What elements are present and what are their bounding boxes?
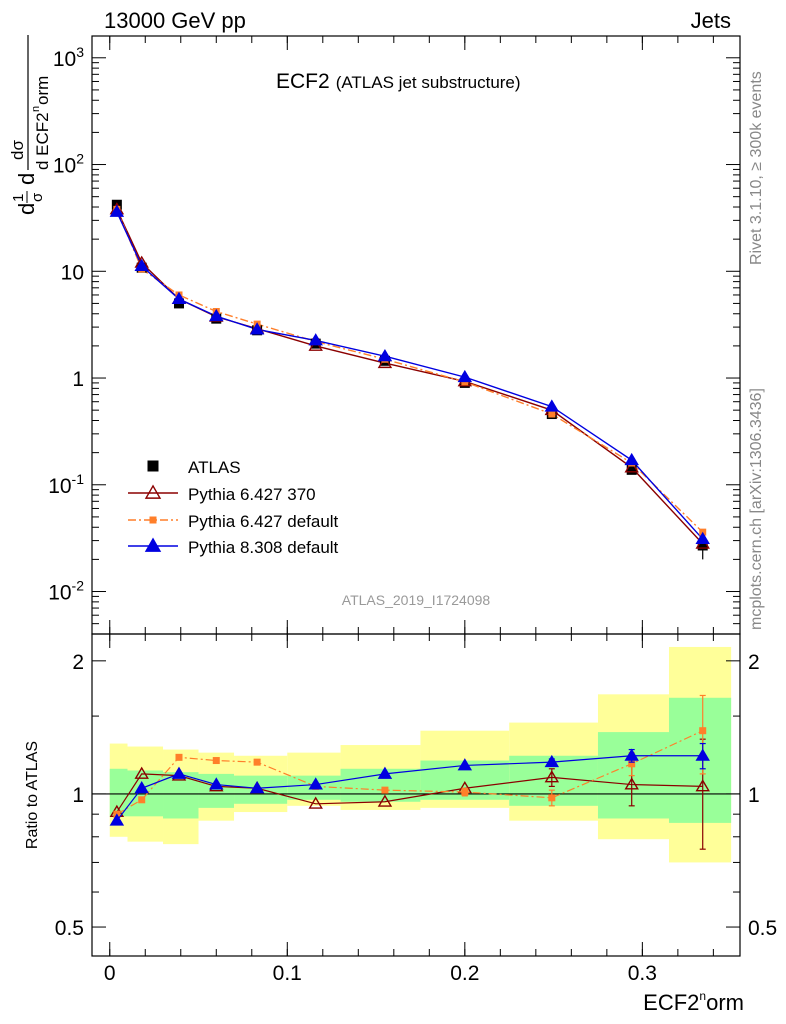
x-tick-label: 0 [104, 962, 116, 985]
svg-text:1: 1 [10, 194, 27, 202]
ratio-band-green [109, 768, 128, 817]
main-series-point [624, 452, 639, 466]
legend-label: Pythia 6.427 default [188, 512, 339, 531]
ratio-series-point [544, 770, 560, 783]
main-series-point [457, 369, 473, 383]
svg-text:dσ: dσ [8, 140, 27, 160]
legend-marker [144, 484, 162, 499]
x-tick-label: 0.1 [273, 962, 302, 985]
ratio-series-point [249, 780, 265, 794]
plot-title-sub: (ATLAS jet substructure) [336, 73, 521, 92]
ratio-y-axis-label: Ratio to ATLAS [24, 741, 41, 849]
ratio-plot-frame [91, 633, 741, 957]
legend-marker [147, 460, 159, 472]
legend-label: Pythia 6.427 370 [188, 485, 316, 504]
main-series-point [249, 322, 265, 335]
y-tick-label: 10-1 [48, 471, 84, 498]
axes-ticks: 0 0.1 0.2 0.3 10-2 10-1 1 10 102 103 0.5 0.5 1 1 2 2 [48, 36, 777, 985]
svg-text:d: d [14, 173, 39, 185]
svg-text:orm: orm [33, 76, 52, 105]
ratio-series-point [175, 753, 183, 761]
ratio-series-point [109, 813, 125, 826]
ratio-series-point [457, 758, 473, 771]
ratio-y-tick-label: 0.5 [55, 917, 84, 940]
ratio-series-point [624, 748, 639, 761]
main-series-point [548, 410, 556, 418]
ratio-series-point [171, 766, 187, 779]
ratio-series-point [695, 748, 710, 761]
main-series-point [308, 333, 323, 346]
y-tick-label: 103 [53, 44, 84, 71]
svg-text:n: n [30, 106, 42, 112]
x-axis-label: ECF2norm [643, 989, 744, 1015]
y-tick-label: 10-2 [48, 578, 84, 605]
x-tick-label: 0.3 [628, 962, 657, 985]
svg-text:σ: σ [29, 192, 46, 202]
ratio-series-point [209, 777, 224, 790]
rivet-label: Rivet 3.1.10, ≥ 300k events [748, 71, 765, 265]
ratio-y-tick-label: 1 [72, 784, 84, 807]
main-plot-content [109, 199, 710, 560]
ratio-band-green [340, 768, 421, 802]
ratio-series-point [134, 766, 149, 779]
energy-label: 13000 GeV pp [104, 8, 246, 33]
ratio-series-point [308, 796, 323, 809]
main-series-point [624, 460, 639, 473]
ratio-y-tick-label-right: 1 [748, 784, 760, 807]
data-point [626, 464, 637, 475]
main-series-point [209, 308, 224, 322]
ratio-series-point [544, 754, 560, 768]
main-series-point [695, 531, 710, 545]
main-series-point [109, 204, 125, 217]
ratio-series-point [308, 777, 323, 790]
legend: ATLAS Pythia 6.427 370 Pythia 6.427 defaul… [128, 458, 339, 557]
y-tick-label: 102 [53, 151, 84, 178]
ratio-series-point [377, 766, 393, 779]
ratio-series-point [253, 758, 261, 766]
main-y-axis-label: d 1 σ d dσ d ECF2 n orm [8, 35, 52, 215]
legend-marker [144, 537, 162, 552]
ratio-y-tick-label: 2 [72, 651, 84, 674]
svg-text:d ECF2: d ECF2 [33, 112, 52, 170]
main-series-point [134, 258, 149, 272]
main-plot-frame [91, 35, 741, 635]
plot-title-main: ECF2 [276, 70, 330, 93]
legend-label: Pythia 8.308 default [188, 538, 339, 557]
ratio-series-point [381, 786, 389, 794]
legend-label: ATLAS [188, 458, 241, 477]
ratio-series-point [624, 777, 639, 790]
ratio-series-point [548, 794, 556, 802]
main-series-point [544, 399, 560, 412]
ratio-y-tick-label-right: 2 [748, 651, 760, 674]
x-tick-label: 0.2 [450, 962, 479, 985]
mcplots-label: mcplots.cern.ch [arXiv:1306.3436] [748, 388, 765, 630]
y-tick-label: 10 [61, 261, 84, 284]
ratio-series-point [377, 794, 393, 807]
ratio-series-point [628, 760, 636, 768]
ratio-series-point [699, 727, 707, 735]
ratio-series-point [695, 779, 710, 792]
process-label: Jets [691, 8, 731, 33]
main-series-point [171, 291, 187, 304]
ratio-series-point [134, 780, 149, 794]
ratio-plot-content [92, 694, 740, 850]
data-point [697, 540, 708, 551]
plot-title: ECF2 (ATLAS jet substructure) [276, 70, 521, 93]
svg-text:ECF2norm: ECF2norm [643, 989, 744, 1015]
ratio-uncertainty-bands [109, 646, 732, 863]
legend-marker [149, 516, 157, 524]
ratio-y-tick-label-right: 0.5 [748, 917, 777, 940]
main-series-line [116, 209, 704, 533]
y-tick-label: 1 [72, 368, 84, 391]
ratio-series-line [116, 773, 703, 813]
ratio-series-point [212, 757, 220, 765]
svg-text:d: d [14, 203, 39, 215]
ratio-series-point [138, 796, 146, 804]
analysis-id: ATLAS_2019_I1724098 [342, 592, 491, 608]
ratio-series-point [461, 788, 469, 796]
main-series-point [377, 348, 393, 362]
